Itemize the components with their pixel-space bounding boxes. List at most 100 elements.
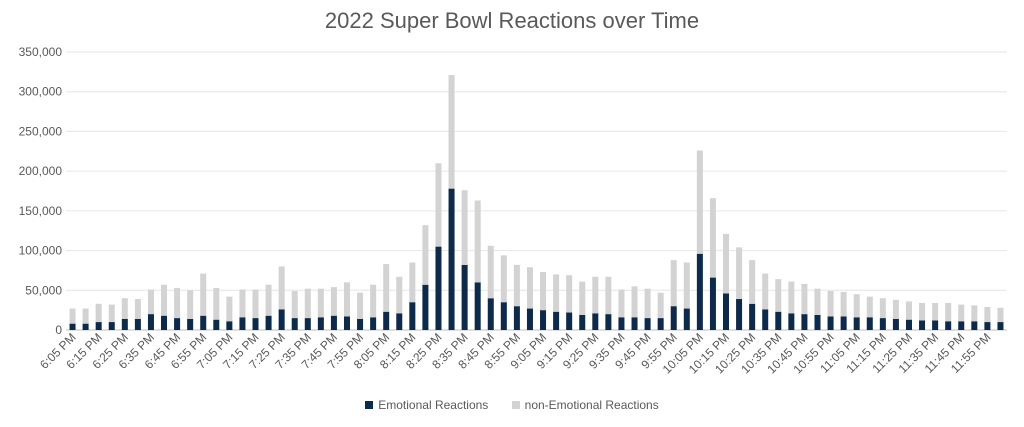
bar-non-emotional bbox=[827, 291, 834, 317]
legend-item-emotional: Emotional Reactions bbox=[365, 398, 488, 412]
bar-emotional bbox=[801, 314, 808, 330]
bar-emotional bbox=[958, 321, 965, 330]
bar-emotional bbox=[343, 316, 350, 330]
bar-emotional bbox=[147, 314, 154, 330]
bar-emotional bbox=[500, 302, 507, 330]
bar-emotional bbox=[984, 322, 991, 330]
bar-non-emotional bbox=[265, 284, 272, 316]
bar-emotional bbox=[134, 318, 141, 330]
bar-non-emotional bbox=[304, 288, 311, 319]
bar-non-emotional bbox=[919, 302, 926, 321]
bar-emotional bbox=[108, 322, 115, 330]
bar-emotional bbox=[840, 316, 847, 330]
bar-emotional bbox=[553, 311, 560, 330]
bar-non-emotional bbox=[213, 287, 220, 320]
bar-non-emotional bbox=[762, 273, 769, 310]
bar-non-emotional bbox=[945, 302, 952, 322]
bar-non-emotional bbox=[696, 150, 703, 254]
bar-non-emotional bbox=[775, 279, 782, 312]
bar-non-emotional bbox=[330, 287, 337, 316]
bar-emotional bbox=[670, 306, 677, 330]
legend-swatch-non-emotional bbox=[511, 401, 520, 409]
bar-emotional bbox=[997, 322, 1004, 330]
bar-emotional bbox=[866, 317, 873, 330]
bar-non-emotional bbox=[95, 303, 102, 323]
bar-emotional bbox=[631, 317, 638, 330]
bar-non-emotional bbox=[879, 298, 886, 319]
bar-non-emotional bbox=[631, 286, 638, 318]
bar-emotional bbox=[709, 277, 716, 330]
bar-non-emotional bbox=[239, 289, 246, 318]
legend-label-non-emotional: non-Emotional Reactions bbox=[524, 398, 659, 412]
bar-non-emotional bbox=[592, 276, 599, 314]
bar-non-emotional bbox=[683, 262, 690, 309]
y-tick-label: 200,000 bbox=[19, 164, 63, 178]
bar-non-emotional bbox=[252, 289, 259, 319]
bar-emotional bbox=[174, 318, 181, 330]
bar-emotional bbox=[69, 323, 76, 330]
legend-item-non-emotional: non-Emotional Reactions bbox=[511, 398, 659, 412]
bar-non-emotional bbox=[618, 289, 625, 318]
bar-emotional bbox=[932, 320, 939, 330]
bar-emotional bbox=[592, 313, 599, 330]
bar-non-emotional bbox=[474, 200, 481, 283]
bar-emotional bbox=[526, 308, 533, 330]
bar-emotional bbox=[644, 318, 651, 330]
bar-non-emotional bbox=[343, 282, 350, 317]
bar-emotional bbox=[892, 318, 899, 330]
bar-emotional bbox=[304, 318, 311, 330]
bar-emotional bbox=[226, 321, 233, 330]
y-tick-label: 50,000 bbox=[25, 283, 62, 297]
bar-emotional bbox=[265, 315, 272, 330]
bar-emotional bbox=[330, 315, 337, 330]
bar-emotional bbox=[239, 317, 246, 330]
bar-emotional bbox=[291, 318, 298, 330]
bar-non-emotional bbox=[709, 198, 716, 278]
legend-swatch-emotional bbox=[365, 401, 374, 409]
bar-non-emotional bbox=[500, 255, 507, 303]
y-tick-label: 350,000 bbox=[19, 45, 63, 59]
bar-non-emotional bbox=[69, 308, 76, 324]
bar-non-emotional bbox=[278, 266, 285, 310]
bar-non-emotional bbox=[370, 284, 377, 318]
bar-emotional bbox=[827, 316, 834, 330]
bar-non-emotional bbox=[644, 288, 651, 319]
bar-emotional bbox=[161, 315, 168, 330]
bar-emotional bbox=[971, 321, 978, 330]
bar-non-emotional bbox=[121, 298, 128, 319]
bar-non-emotional bbox=[971, 305, 978, 322]
bar-non-emotional bbox=[291, 291, 298, 319]
legend-label-emotional: Emotional Reactions bbox=[378, 398, 489, 412]
bar-non-emotional bbox=[984, 306, 991, 323]
bar-non-emotional bbox=[513, 264, 520, 307]
y-tick-label: 0 bbox=[55, 323, 62, 337]
bar-emotional bbox=[683, 308, 690, 330]
bar-non-emotional bbox=[134, 299, 141, 319]
bar-non-emotional bbox=[383, 264, 390, 312]
y-tick-label: 300,000 bbox=[19, 85, 63, 99]
bar-non-emotional bbox=[905, 301, 912, 320]
bar-emotional bbox=[749, 303, 756, 330]
bar-emotional bbox=[736, 299, 743, 330]
bar-non-emotional bbox=[161, 284, 168, 316]
bar-non-emotional bbox=[801, 283, 808, 315]
bar-emotional bbox=[422, 284, 429, 330]
bar-non-emotional bbox=[396, 276, 403, 314]
bar-non-emotional bbox=[814, 288, 821, 315]
bar-emotional bbox=[82, 323, 89, 330]
bar-emotional bbox=[121, 318, 128, 330]
bar-non-emotional bbox=[958, 304, 965, 322]
bar-emotional bbox=[200, 315, 207, 330]
bar-emotional bbox=[879, 318, 886, 330]
bar-emotional bbox=[448, 188, 455, 330]
bar-non-emotional bbox=[448, 75, 455, 189]
bar-non-emotional bbox=[226, 296, 233, 322]
bar-non-emotional bbox=[566, 275, 573, 313]
bar-emotional bbox=[435, 246, 442, 330]
bar-non-emotional bbox=[82, 308, 89, 324]
bar-non-emotional bbox=[853, 294, 860, 318]
bar-emotional bbox=[461, 264, 468, 330]
bar-emotional bbox=[95, 322, 102, 330]
bar-emotional bbox=[540, 310, 547, 330]
